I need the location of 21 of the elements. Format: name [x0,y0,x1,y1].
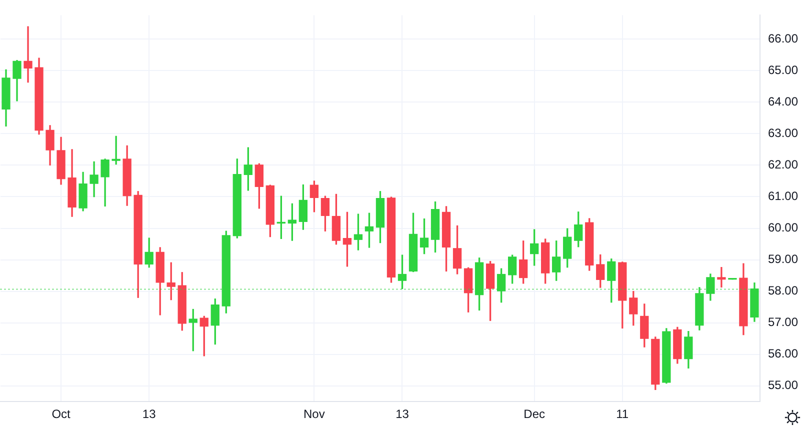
candlestick [112,136,120,165]
candlestick [24,26,32,83]
y-tick-label: 60.00 [768,220,798,235]
candlestick [717,267,726,288]
y-tick-label: 59.00 [768,252,798,266]
y-tick-label: 61.00 [768,189,798,204]
y-tick-label: 62.00 [768,158,798,172]
y-tick-label: 55.00 [768,378,798,392]
x-tick-label: 11 [616,407,629,422]
y-tick-label: 65.00 [768,62,798,77]
x-tick-label: 13 [142,407,156,422]
x-tick-label: Nov [304,407,325,422]
y-tick-label: 66.00 [768,31,798,46]
x-tick-label: Dec [524,407,545,422]
y-tick-label: 57.00 [768,315,798,330]
y-tick-label: 64.00 [768,94,798,108]
x-tick-label: 13 [396,407,410,422]
y-tick-label: 56.00 [768,346,798,361]
y-tick-label: 58.00 [768,284,798,298]
y-tick-label: 63.00 [768,126,798,140]
x-tick-label: Oct [52,407,72,422]
